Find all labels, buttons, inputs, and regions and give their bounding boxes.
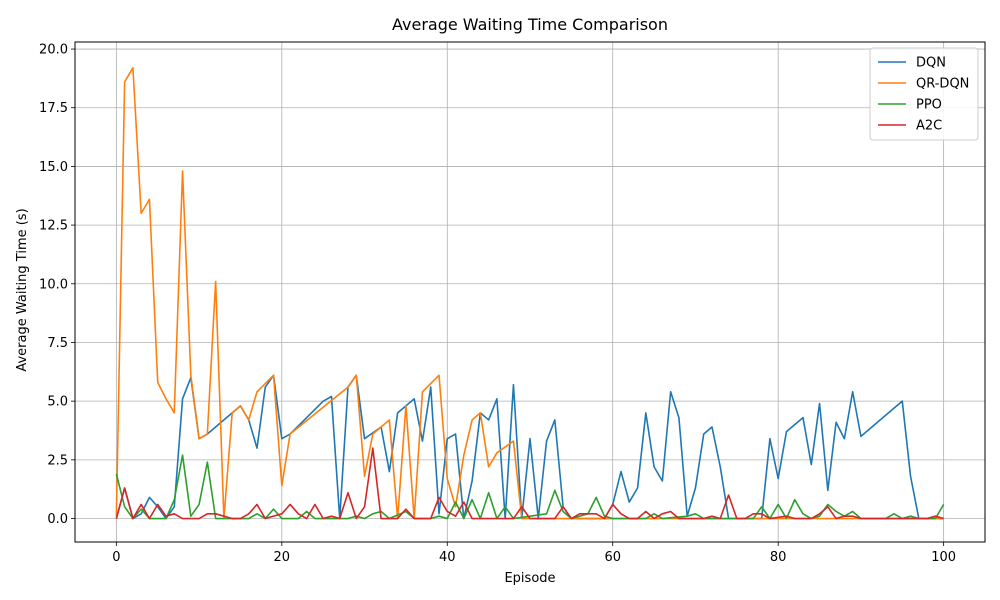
legend-label-qr-dqn: QR-DQN bbox=[916, 77, 969, 92]
y-axis-label: Average Waiting Time (s) bbox=[15, 208, 30, 371]
y-tick-label: 0.0 bbox=[47, 512, 68, 527]
chart-title: Average Waiting Time Comparison bbox=[392, 15, 668, 34]
legend: DQN QR-DQN PPO A2C bbox=[869, 47, 979, 141]
x-tick-label: 40 bbox=[439, 550, 456, 565]
y-tick-label: 10.0 bbox=[39, 277, 68, 292]
series-line-ppo bbox=[115, 454, 945, 520]
series-line-a2c bbox=[115, 447, 944, 520]
x-tick-label: 20 bbox=[274, 550, 291, 565]
y-tick-label: 17.5 bbox=[39, 101, 68, 116]
x-tick-label: 100 bbox=[931, 550, 956, 565]
y-tick-label: 5.0 bbox=[47, 395, 68, 410]
series-line-dqn bbox=[115, 374, 944, 520]
y-tick-label: 2.5 bbox=[47, 453, 68, 468]
y-tick-label: 7.5 bbox=[47, 336, 68, 351]
plot-frame bbox=[74, 41, 986, 543]
x-tick-label: 80 bbox=[770, 550, 787, 565]
y-tick-label: 12.5 bbox=[39, 219, 68, 234]
plot-lines bbox=[115, 67, 945, 520]
y-tick-label: 20.0 bbox=[39, 43, 68, 58]
grid bbox=[75, 42, 985, 542]
axis-ticks: 0 20 40 60 80 100 0.0 2.5 5.0 7.5 10.0 12.5 15.0 17.5… bbox=[39, 43, 956, 565]
x-tick-label: 0 bbox=[112, 550, 120, 565]
legend-label-a2c: A2C bbox=[916, 119, 942, 134]
legend-box bbox=[869, 47, 979, 141]
x-tick-label: 60 bbox=[604, 550, 621, 565]
x-axis-label: Episode bbox=[504, 571, 555, 586]
series-line-qr-dqn bbox=[115, 67, 944, 520]
legend-label-ppo: PPO bbox=[916, 98, 942, 113]
y-tick-label: 15.0 bbox=[39, 160, 68, 175]
legend-label-dqn: DQN bbox=[916, 56, 946, 71]
